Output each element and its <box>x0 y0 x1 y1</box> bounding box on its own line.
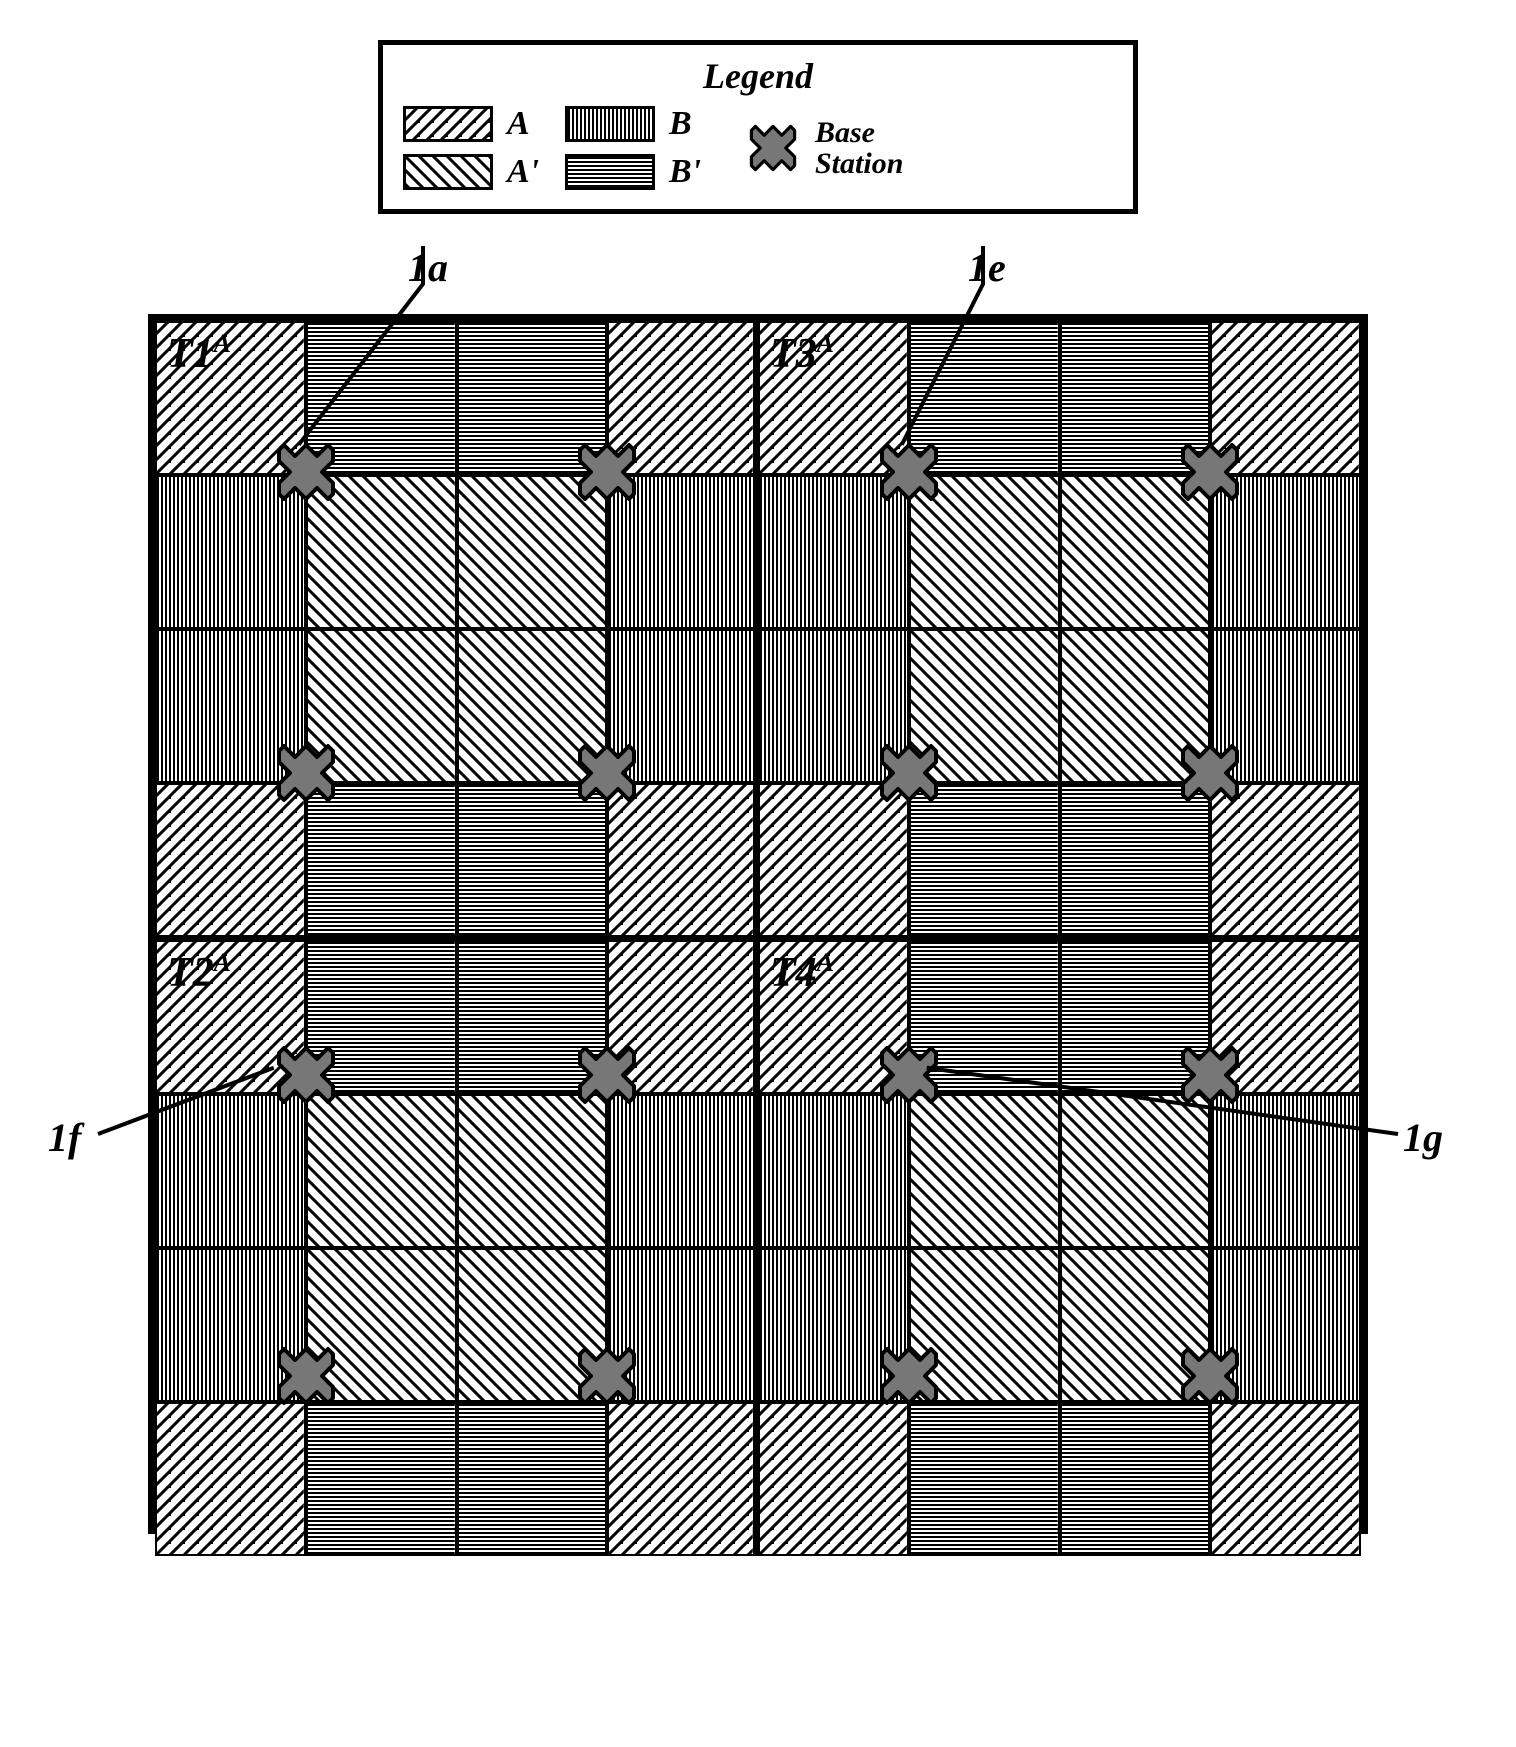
pattern-fill <box>1062 1404 1209 1554</box>
callout-label: 1a <box>408 244 448 291</box>
pattern-fill <box>459 1404 606 1554</box>
legend-item-aprime: A' <box>403 153 547 191</box>
tile-label: T2A <box>167 948 231 997</box>
grid-cell <box>155 1402 306 1556</box>
legend-item-b: B <box>565 105 709 143</box>
legend-box: Legend A A' B B' <box>378 40 1138 214</box>
pattern-fill <box>459 1096 606 1246</box>
figure-container: Legend A A' B B' <box>40 40 1476 1534</box>
pattern-fill <box>1212 1404 1359 1554</box>
base-station-marker <box>874 437 944 507</box>
base-station-marker <box>1175 437 1245 507</box>
pattern-fill <box>157 1096 304 1246</box>
base-station-marker <box>271 738 341 808</box>
legend-label-bprime: B' <box>669 153 709 191</box>
grid-cell <box>909 1402 1060 1556</box>
swatch-b <box>565 106 655 142</box>
pattern-fill <box>609 1404 753 1554</box>
callout-label: 1e <box>968 244 1006 291</box>
base-station-marker <box>1175 1040 1245 1110</box>
pattern-fill <box>760 1096 907 1246</box>
tile-label: T3A <box>770 329 834 378</box>
grid-cell <box>306 1402 457 1556</box>
base-station-marker <box>874 1341 944 1411</box>
tile-label: T4A <box>770 948 834 997</box>
grid-cell <box>607 1402 758 1556</box>
base-station-marker <box>874 1040 944 1110</box>
grid-cell <box>155 1094 306 1248</box>
base-station-marker <box>1175 1341 1245 1411</box>
base-station-marker <box>271 1040 341 1110</box>
legend-label-aprime: A' <box>507 153 547 191</box>
legend-label-basestation: BaseStation <box>815 117 903 180</box>
swatch-a <box>403 106 493 142</box>
grid-wrap: T1AT3AT2AT4A 1a1e1f1g <box>148 314 1368 1534</box>
legend-item-bprime: B' <box>565 153 709 191</box>
base-station-marker <box>271 1341 341 1411</box>
legend-label-b: B <box>669 105 709 143</box>
grid-cell <box>909 1094 1060 1248</box>
legend-grid: A A' B B' BaseStation <box>403 105 1113 191</box>
base-station-marker <box>572 437 642 507</box>
pattern-fill <box>1212 1096 1359 1246</box>
grid-cell <box>457 1094 608 1248</box>
legend-item-basestation: BaseStation <box>745 117 903 180</box>
pattern-fill <box>1062 1096 1209 1246</box>
grid-cell <box>1060 1094 1211 1248</box>
base-station-marker <box>1175 738 1245 808</box>
grid-cell <box>457 1402 608 1556</box>
cell-grid: T1A T3A T2A T4A <box>148 314 1368 1534</box>
pattern-fill <box>157 1404 304 1554</box>
legend-title: Legend <box>403 55 1113 97</box>
legend-item-a: A <box>403 105 547 143</box>
pattern-fill <box>911 1096 1058 1246</box>
callout-label: 1f <box>48 1114 81 1161</box>
pattern-fill <box>911 1404 1058 1554</box>
swatch-bprime <box>565 154 655 190</box>
grid-cell <box>1060 1402 1211 1556</box>
base-station-marker <box>874 738 944 808</box>
base-station-marker <box>572 1040 642 1110</box>
grid-cell <box>758 1402 909 1556</box>
base-station-marker <box>572 738 642 808</box>
cross-icon <box>745 120 801 176</box>
pattern-fill <box>308 1096 455 1246</box>
grid-cell <box>758 1094 909 1248</box>
grid-cell <box>306 1094 457 1248</box>
grid-cell <box>1210 1094 1361 1248</box>
grid-cell <box>607 1094 758 1248</box>
base-station-marker <box>271 437 341 507</box>
pattern-fill <box>760 1404 907 1554</box>
tile-label: T1A <box>167 329 231 378</box>
callout-label: 1g <box>1403 1114 1443 1161</box>
swatch-aprime <box>403 154 493 190</box>
base-station-marker <box>572 1341 642 1411</box>
pattern-fill <box>308 1404 455 1554</box>
legend-label-a: A <box>507 105 547 143</box>
pattern-fill <box>609 1096 753 1246</box>
grid-cell <box>1210 1402 1361 1556</box>
